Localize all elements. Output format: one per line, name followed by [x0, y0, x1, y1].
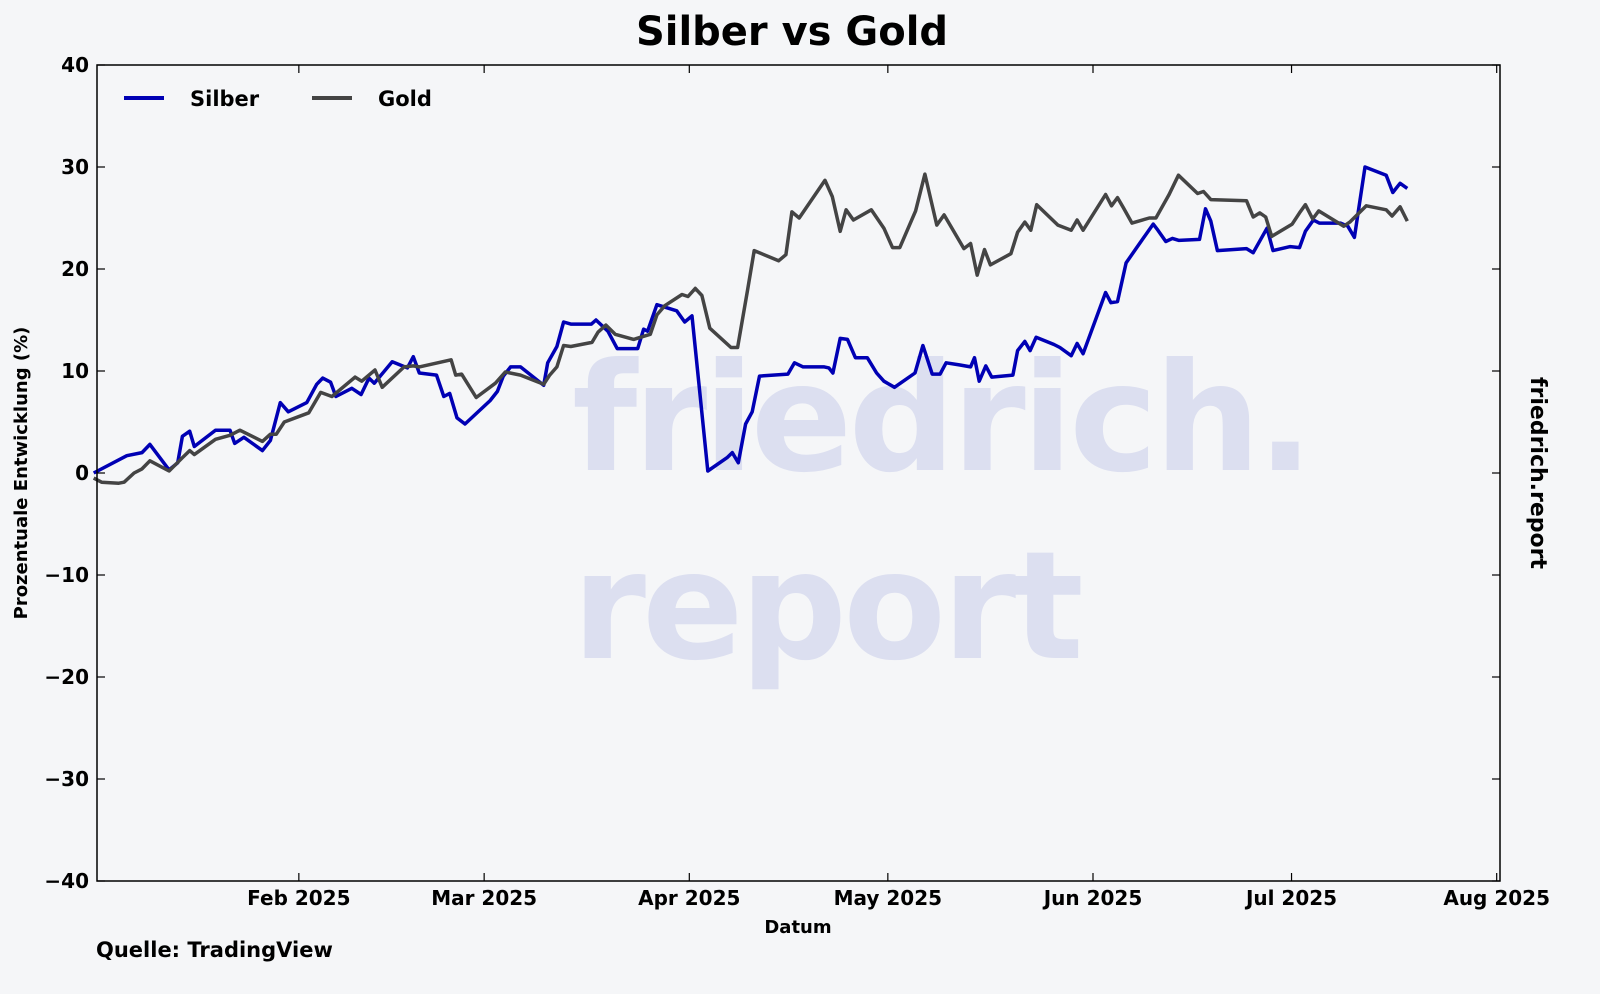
y-tick-label: −20 [44, 665, 89, 689]
y-tick-label: 10 [61, 359, 89, 383]
series-line-gold [92, 172, 1409, 485]
watermark-line-1: friedrich. [572, 332, 1310, 506]
series-layer [92, 165, 1409, 485]
watermark-line-2: report [572, 520, 1081, 694]
y-axis-label: Prozentuale Entwicklung (%) [11, 327, 32, 620]
x-tick-label: Jun 2025 [1042, 886, 1143, 910]
x-tick-label: Apr 2025 [638, 886, 740, 910]
x-tick-label: Jul 2025 [1244, 886, 1337, 910]
y-tick-label: 20 [61, 257, 89, 281]
y-tick-label: 0 [75, 461, 89, 485]
legend: Silber Gold [124, 87, 432, 111]
y-tick-label: −30 [44, 767, 89, 791]
source-note: Quelle: TradingView [96, 938, 333, 962]
brand-label: friedrich.report [1525, 377, 1550, 570]
watermark: friedrich. report [572, 332, 1314, 694]
x-axis-label: Datum [764, 917, 831, 938]
series-line-silber [92, 165, 1409, 475]
x-tick-label: Mar 2025 [431, 886, 537, 910]
y-tick-label: −40 [44, 869, 89, 893]
y-tick-label: 40 [61, 53, 89, 77]
y-tick-label: −10 [44, 563, 89, 587]
y-tick-label: 30 [61, 155, 89, 179]
legend-label-silber: Silber [190, 87, 260, 111]
x-tick-label: Aug 2025 [1443, 886, 1550, 910]
chart-title: Silber vs Gold [636, 9, 948, 55]
x-tick-label: Feb 2025 [247, 886, 350, 910]
legend-label-gold: Gold [378, 87, 432, 111]
ticks-layer: −40 −30 −20 −10 0 10 20 30 40 Feb 2025 Mar 2025 Apr… [44, 53, 1550, 910]
x-tick-label: May 2025 [834, 886, 942, 910]
